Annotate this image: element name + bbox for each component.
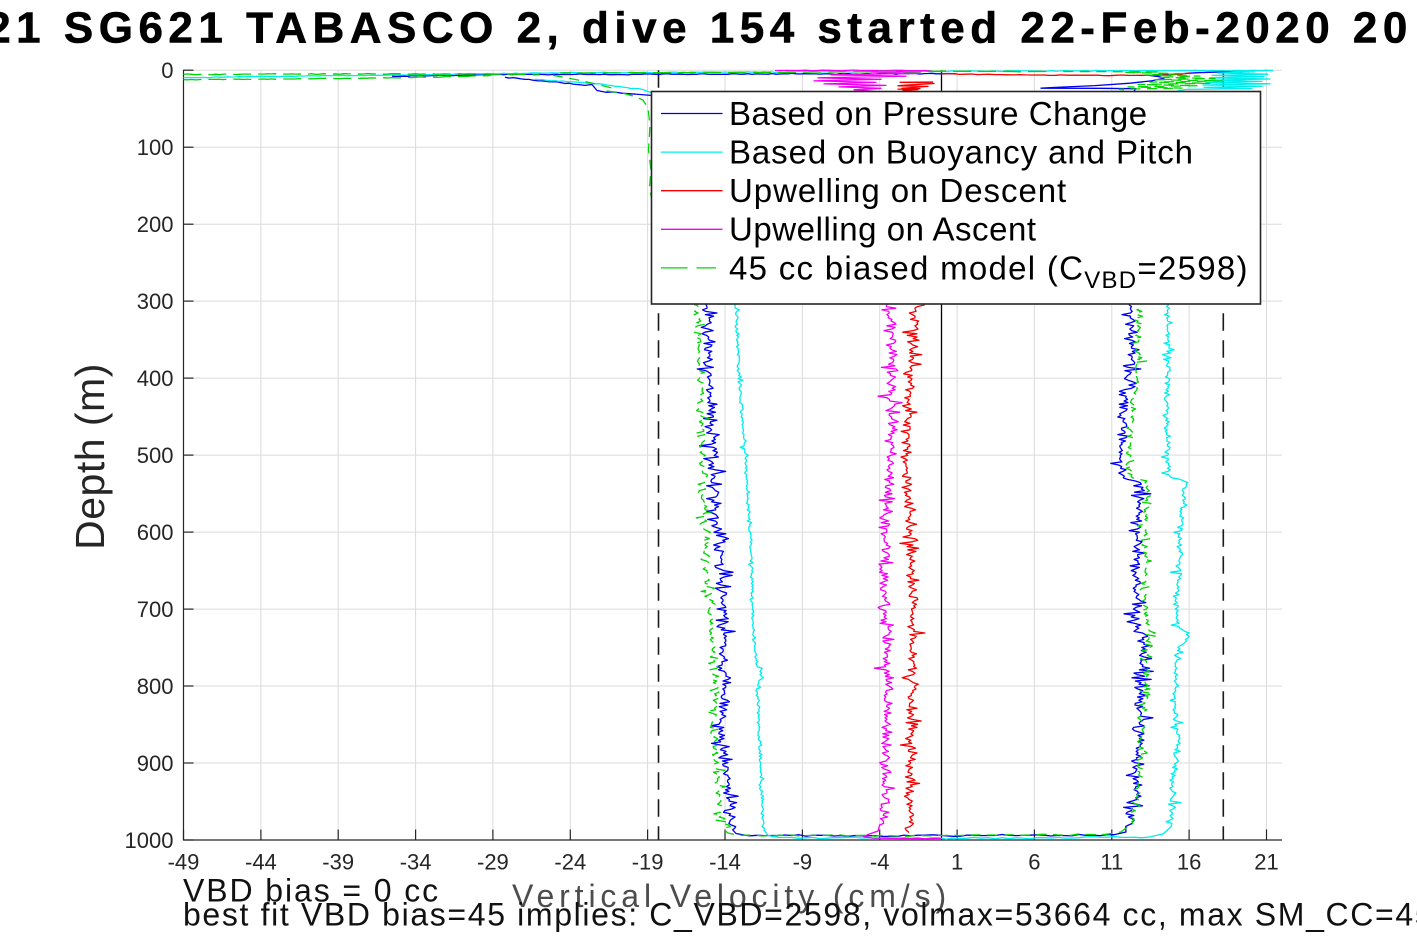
svg-text:-39: -39: [322, 850, 354, 875]
svg-text:800: 800: [137, 674, 174, 699]
svg-text:Depth (m): Depth (m): [67, 363, 113, 550]
svg-text:6: 6: [1028, 850, 1040, 875]
svg-text:-44: -44: [245, 850, 277, 875]
svg-text:-49: -49: [168, 850, 200, 875]
svg-text:16: 16: [1177, 850, 1201, 875]
svg-text:1000: 1000: [125, 828, 174, 853]
svg-text:21 SG621 TABASCO 2, dive 154 s: 21 SG621 TABASCO 2, dive 154 started 22-…: [0, 3, 1413, 52]
svg-text:600: 600: [137, 520, 174, 545]
svg-text:best fit VBD bias=45 implies:: best fit VBD bias=45 implies: C_VBD=2598…: [183, 897, 1417, 933]
svg-text:200: 200: [137, 212, 174, 237]
svg-text:500: 500: [137, 443, 174, 468]
svg-text:Upwelling on Ascent: Upwelling on Ascent: [729, 211, 1037, 248]
svg-text:300: 300: [137, 289, 174, 314]
svg-text:-24: -24: [554, 850, 586, 875]
svg-text:-19: -19: [632, 850, 664, 875]
svg-text:1: 1: [951, 850, 963, 875]
svg-text:Upwelling on Descent: Upwelling on Descent: [729, 172, 1067, 209]
svg-text:Based on Pressure Change: Based on Pressure Change: [729, 95, 1148, 132]
svg-text:11: 11: [1100, 850, 1123, 875]
svg-text:-14: -14: [709, 850, 741, 875]
svg-text:-4: -4: [870, 850, 890, 875]
svg-text:900: 900: [137, 751, 174, 776]
svg-text:21: 21: [1254, 850, 1278, 875]
svg-text:-34: -34: [400, 850, 432, 875]
svg-text:0: 0: [161, 58, 173, 83]
svg-text:VBD bias = 0 cc: VBD bias = 0 cc: [183, 873, 440, 909]
svg-text:400: 400: [137, 366, 174, 391]
svg-text:100: 100: [137, 135, 174, 160]
svg-text:Based on Buoyancy and Pitch: Based on Buoyancy and Pitch: [729, 134, 1194, 171]
svg-text:-9: -9: [793, 850, 813, 875]
svg-text:-29: -29: [477, 850, 509, 875]
svg-text:700: 700: [137, 597, 174, 622]
svg-text:Vertical Velocity (cm/s): Vertical Velocity (cm/s): [512, 878, 951, 914]
